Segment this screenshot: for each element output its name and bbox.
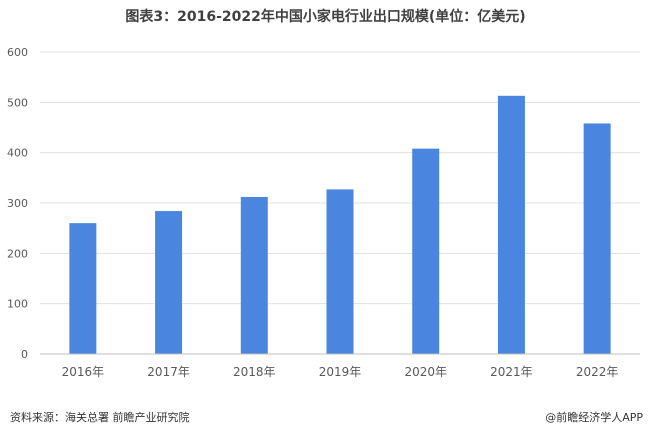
x-tick-label: 2017年 [147,365,190,379]
x-tick-label: 2016年 [62,365,105,379]
bar-2016年 [69,223,97,354]
bar-2019年 [326,189,354,354]
x-tick-label: 2022年 [576,365,619,379]
y-tick-label: 100 [7,298,28,311]
bar-2018年 [240,196,268,354]
bar-2017年 [155,211,183,354]
x-tick-label: 2021年 [490,365,533,379]
source-note: 资料来源：海关总署 前瞻产业研究院 [10,411,190,424]
y-tick-label: 400 [7,147,28,160]
chart-title: 图表3：2016-2022年中国小家电行业出口规模(单位：亿美元) [125,9,526,25]
x-tick-label: 2019年 [319,365,362,379]
x-axis-ticks: 2016年 2017年 2018年 2019年 2020年 2021年 2022年 [62,365,619,379]
bar-2021年 [497,95,525,354]
x-tick-label: 2020年 [404,365,447,379]
bar-2022年 [583,123,611,355]
y-tick-label: 300 [7,197,28,210]
y-tick-label: 600 [7,46,28,59]
x-tick-label: 2018年 [233,365,276,379]
brand-credit: @前瞻经济学人APP [545,411,643,424]
bars [69,95,611,355]
bar-2020年 [412,148,440,354]
y-tick-label: 500 [7,96,28,109]
y-tick-label: 200 [7,247,28,260]
y-tick-label: 0 [21,348,28,361]
y-axis-ticks: 0 100 200 300 400 500 600 [7,46,28,361]
